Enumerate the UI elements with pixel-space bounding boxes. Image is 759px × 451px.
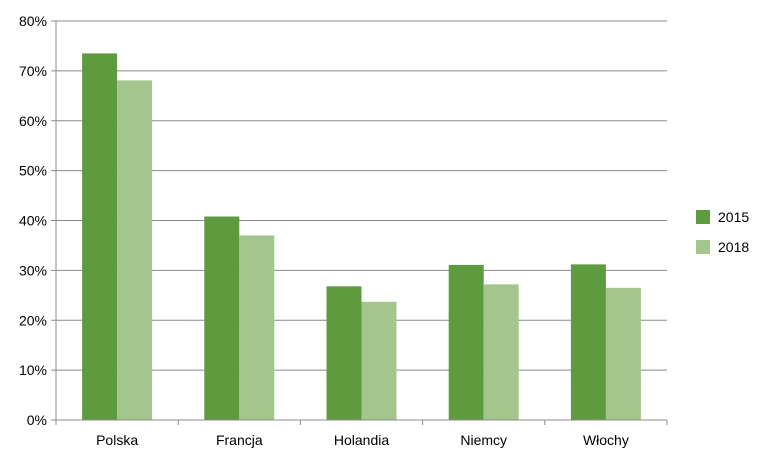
gridlines [56, 20, 667, 371]
x-tick-label: Niemcy [460, 432, 507, 448]
legend-swatch-2015 [696, 210, 710, 224]
bar-2018-3 [483, 284, 519, 420]
x-tick-label: Włochy [583, 432, 629, 448]
y-tick-label: 60% [19, 113, 47, 129]
y-tick-label: 30% [19, 262, 47, 278]
x-tick-label: Holandia [334, 432, 389, 448]
legend: 2015 2018 [696, 209, 749, 255]
y-tick-label: 50% [19, 163, 47, 179]
y-tick-label: 20% [19, 312, 47, 328]
bar-2018-4 [605, 287, 641, 420]
bar-2015-3 [448, 264, 484, 420]
legend-label-2018: 2018 [718, 239, 749, 255]
y-tick-label: 0% [27, 412, 47, 428]
bar-2015-0 [82, 53, 118, 420]
axes [55, 21, 667, 421]
bar-2018-2 [361, 301, 397, 420]
legend-label-2015: 2015 [718, 209, 749, 225]
bar-2015-1 [204, 216, 240, 420]
bar-2018-1 [239, 235, 275, 420]
y-axis-ticks: 0% 10% 20% 30% 40% 50% 60% 70% 80% [19, 13, 56, 428]
y-tick-label: 80% [19, 13, 47, 29]
y-tick-label: 40% [19, 213, 47, 229]
y-tick-label: 10% [19, 362, 47, 378]
y-tick-label: 70% [19, 63, 47, 79]
x-axis-ticks: Polska Francja Holandia Niemcy Włochy [55, 420, 668, 448]
bar-2015-4 [570, 264, 606, 420]
bar-2018-0 [117, 80, 153, 420]
legend-swatch-2018 [696, 240, 710, 254]
bars [82, 53, 641, 420]
x-tick-label: Francja [216, 432, 263, 448]
x-tick-label: Polska [96, 432, 138, 448]
bar-2015-2 [326, 286, 362, 420]
